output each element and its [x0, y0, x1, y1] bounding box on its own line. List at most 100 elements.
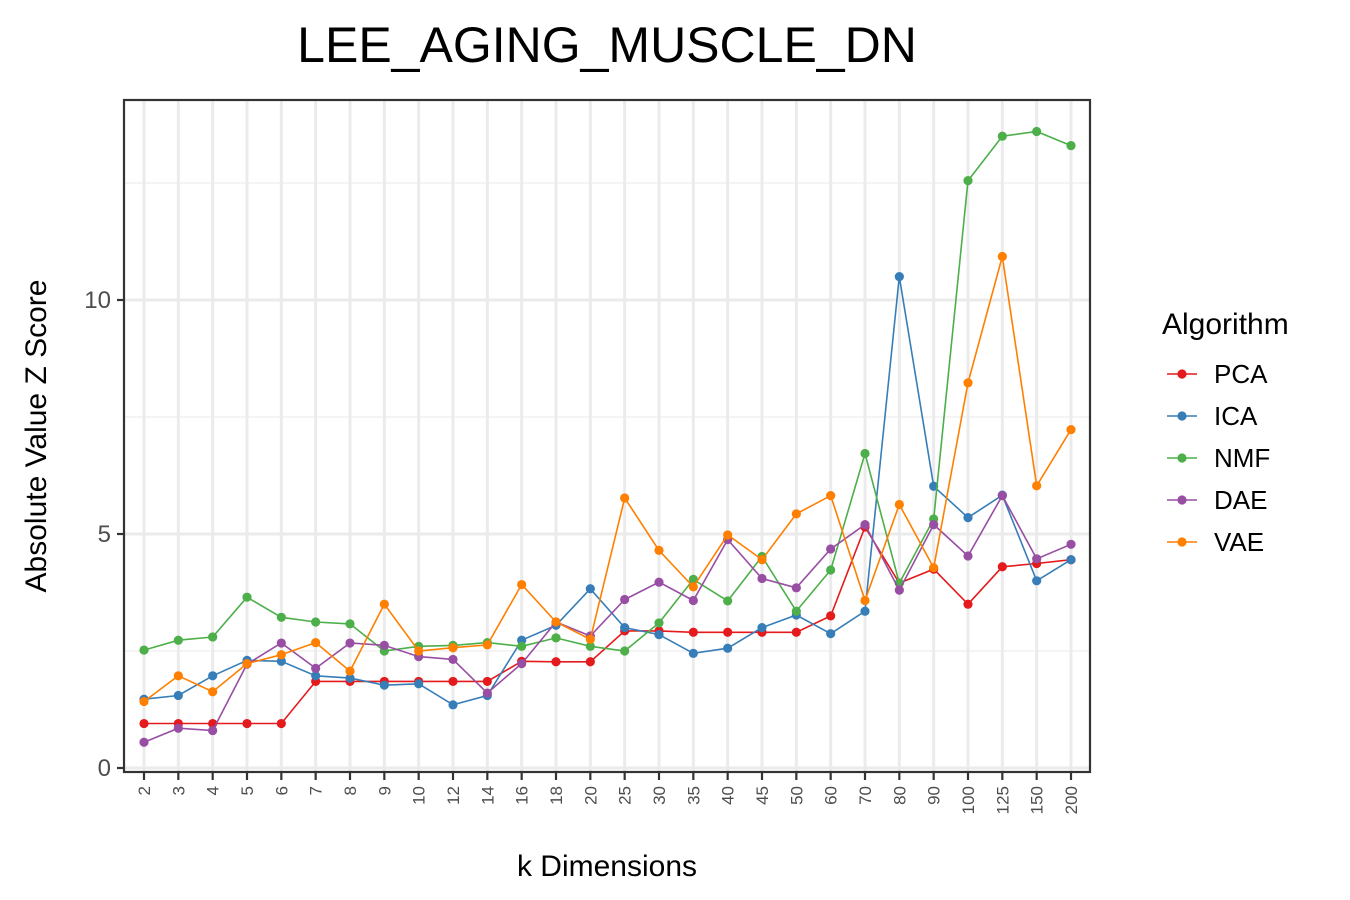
data-point-nmf: [1032, 126, 1042, 137]
data-point-pca: [242, 718, 252, 729]
x-tick-label: 18: [547, 786, 566, 805]
x-tick-label: 10: [410, 786, 429, 805]
data-point-ica: [208, 671, 218, 681]
legend-key-point: [1177, 537, 1187, 547]
x-tick-label: 14: [478, 786, 497, 805]
data-point-ica: [723, 643, 733, 653]
legend: Algorithm PCA ICA NMF DAE VAE: [1162, 308, 1289, 557]
data-point-nmf: [688, 574, 698, 584]
data-point-nmf: [963, 176, 973, 186]
grid: [124, 100, 1090, 772]
data-point-vae: [276, 650, 286, 660]
data-point-dae: [1066, 539, 1076, 549]
series-line-vae: [143, 256, 1072, 703]
y-axis: 0 5 10: [84, 287, 124, 782]
x-tick-label: 50: [787, 786, 806, 805]
data-point-pca: [139, 718, 149, 729]
data-point-vae: [414, 646, 424, 656]
data-point-vae: [757, 555, 767, 565]
data-point-vae: [894, 499, 904, 510]
x-tick-label: 12: [444, 786, 463, 805]
series-pca: [139, 522, 1076, 729]
x-tick-label: 100: [959, 786, 978, 814]
x-tick-label: 80: [890, 786, 909, 805]
data-point-vae: [929, 563, 939, 573]
data-point-ica: [276, 656, 286, 666]
legend-label: NMF: [1214, 443, 1270, 473]
series-line-dae: [143, 493, 1072, 744]
x-tick-label: 6: [272, 786, 291, 795]
x-tick-label: 5: [238, 786, 257, 795]
x-tick-label: 4: [204, 786, 223, 795]
data-point-ica: [929, 481, 939, 491]
x-tick-label: 8: [341, 786, 360, 795]
data-point-dae: [345, 638, 355, 648]
data-point-ica: [894, 272, 904, 282]
data-point-nmf: [997, 131, 1007, 141]
data-point-vae: [448, 643, 458, 653]
data-point-dae: [826, 544, 836, 554]
data-point-dae: [963, 551, 973, 561]
data-point-pca: [791, 627, 801, 637]
legend-key-point: [1177, 369, 1187, 379]
data-point-pca: [276, 718, 286, 729]
data-point-vae: [173, 671, 183, 681]
legend-item-ica: ICA: [1167, 401, 1258, 431]
data-point-vae: [826, 491, 836, 501]
data-point-vae: [1032, 481, 1042, 491]
data-point-ica: [173, 690, 183, 701]
data-point-ica: [688, 648, 698, 658]
chart-title: LEE_AGING_MUSCLE_DN: [297, 17, 917, 73]
data-point-vae: [345, 666, 355, 676]
data-point-dae: [173, 723, 183, 733]
data-point-ica: [585, 584, 595, 594]
data-point-nmf: [654, 618, 664, 628]
data-point-vae: [860, 595, 870, 606]
data-point-ica: [1032, 576, 1042, 586]
data-point-dae: [311, 663, 321, 673]
y-tick-label: 0: [98, 755, 111, 782]
series-vae: [139, 251, 1076, 707]
legend-item-nmf: NMF: [1167, 443, 1270, 473]
data-point-pca: [585, 657, 595, 667]
data-point-vae: [517, 579, 527, 590]
data-point-ica: [414, 679, 424, 689]
data-point-ica: [826, 629, 836, 639]
data-point-vae: [997, 251, 1007, 262]
x-tick-label: 40: [719, 786, 738, 805]
legend-item-vae: VAE: [1167, 527, 1264, 557]
legend-key-point: [1177, 495, 1187, 505]
x-tick-label: 20: [581, 786, 600, 805]
x-tick-label: 60: [822, 786, 841, 805]
data-point-nmf: [860, 448, 870, 459]
data-point-ica: [620, 623, 630, 633]
data-point-nmf: [585, 641, 595, 651]
data-point-dae: [276, 638, 286, 648]
data-point-pca: [482, 676, 492, 687]
series-line-ica: [143, 276, 1072, 706]
x-tick-label: 9: [375, 786, 394, 795]
data-point-pca: [826, 611, 836, 621]
x-tick-label: 2: [135, 786, 154, 795]
data-point-dae: [620, 594, 630, 605]
data-point-nmf: [620, 646, 630, 656]
data-point-vae: [379, 599, 389, 609]
x-tick-label: 90: [925, 786, 944, 805]
data-point-vae: [585, 634, 595, 644]
data-point-dae: [654, 577, 664, 587]
data-point-dae: [929, 520, 939, 530]
legend-key-point: [1177, 453, 1187, 463]
data-point-nmf: [276, 612, 286, 622]
data-point-dae: [208, 725, 218, 736]
legend-item-dae: DAE: [1167, 485, 1267, 515]
data-point-dae: [688, 595, 698, 606]
x-tick-label: 7: [307, 786, 326, 795]
data-point-vae: [1066, 425, 1076, 435]
data-point-nmf: [139, 645, 149, 655]
data-point-vae: [208, 687, 218, 697]
data-point-nmf: [791, 606, 801, 616]
x-tick-label: 16: [513, 786, 532, 805]
data-point-nmf: [311, 617, 321, 627]
plot-panel-border: [122, 98, 1092, 774]
